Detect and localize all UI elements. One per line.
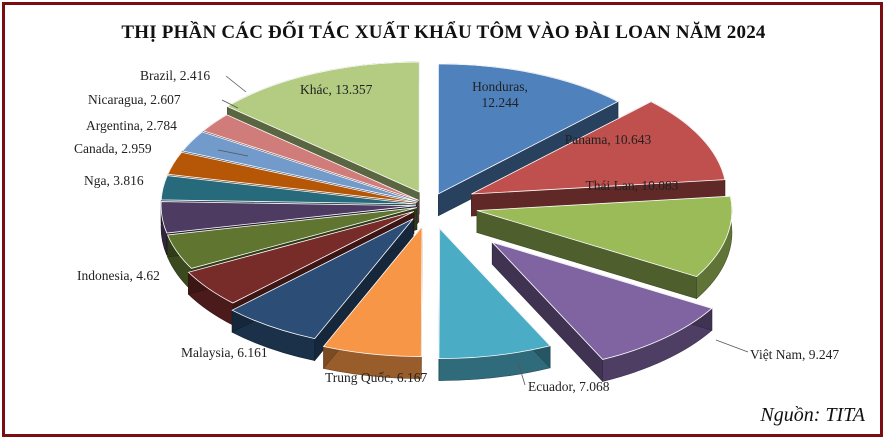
slice-viet-nam	[490, 241, 713, 360]
slice-label-argentina: Argentina, 2.784	[86, 118, 177, 133]
slice-honduras	[437, 63, 619, 195]
slice-canada	[160, 175, 417, 205]
leader-line-nicaragua	[221, 99, 239, 109]
slice-brazil	[202, 114, 419, 201]
leader-line-canada	[217, 149, 249, 157]
slice-nicaragua	[181, 131, 418, 202]
slice-label-ecuador: Ecuador, 7.068	[528, 379, 610, 394]
slice-khac	[226, 61, 420, 193]
slice-trung-quoc	[322, 225, 423, 357]
chart-title: THỊ PHẦN CÁC ĐỐI TÁC XUẤT KHẨU TÔM VÀO Đ…	[121, 22, 766, 43]
slice-thai-lan	[476, 195, 733, 278]
slice-indonesia	[187, 211, 415, 304]
leader-line-viet-nam	[715, 339, 749, 353]
slice-label-panama: Panama, 10.643	[565, 132, 652, 147]
slice-label-viet-nam: Việt Nam, 9.247	[750, 347, 839, 362]
slice-label-trung-quoc: Trung Quốc, 6.167	[325, 370, 428, 385]
slice-label-khac: Khác, 13.357	[300, 82, 373, 97]
slice-label-malaysia: Malaysia, 6.161	[181, 345, 268, 360]
slice-label-thai-lan: Thái Lan, 10.083	[586, 178, 679, 193]
slice-argentina	[167, 151, 417, 204]
leader-lines	[217, 75, 749, 386]
leader-line-brazil	[225, 75, 247, 93]
slice-label-nga: Nga, 3.816	[84, 173, 144, 188]
slice-panama	[471, 101, 726, 195]
slice-labels: Honduras, 12.244 Panama, 10.643 Thái Lan, 1…	[74, 68, 839, 394]
pie-top-layer	[160, 61, 733, 360]
leader-line-ecuador	[517, 361, 526, 386]
slice-malaysia	[231, 218, 414, 340]
source-note: Nguồn: TITA	[760, 404, 865, 426]
slice-label-canada: Canada, 2.959	[74, 141, 152, 156]
slice-nga	[160, 201, 417, 234]
slice-label-indonesia: Indonesia, 4.62	[77, 268, 160, 283]
slice-peru	[166, 207, 417, 269]
slice-label-brazil: Brazil, 2.416	[140, 68, 210, 83]
slice-label-nicaragua: Nicaragua, 2.607	[88, 92, 181, 107]
slice-ecuador	[438, 227, 551, 360]
slice-label-honduras: Honduras, 12.244	[472, 79, 528, 110]
